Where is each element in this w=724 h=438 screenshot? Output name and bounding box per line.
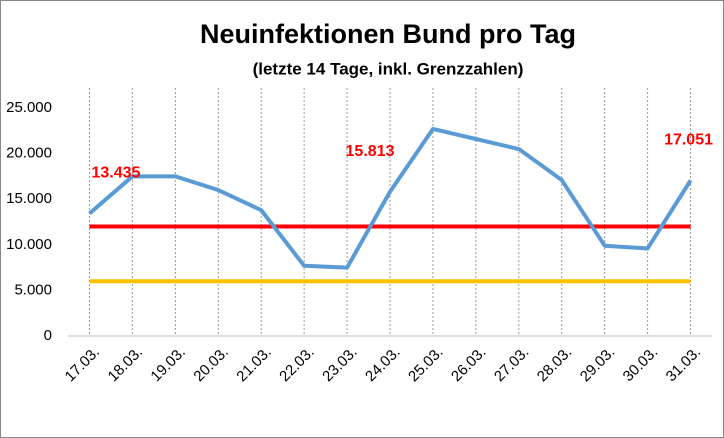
y-tick-label: 20.000 (6, 145, 52, 162)
y-tick-label: 25.000 (6, 99, 52, 116)
y-tick-label: 15.000 (6, 190, 52, 207)
y-tick-label: 0 (44, 327, 52, 344)
chart-subtitle: (letzte 14 Tage, inkl. Grenzzahlen) (253, 59, 524, 78)
data-label: 15.813 (346, 143, 395, 160)
chart-title: Neuinfektionen Bund pro Tag (200, 19, 576, 49)
data-label: 13.435 (91, 165, 140, 182)
y-tick-label: 10.000 (6, 236, 52, 253)
line (88, 126, 693, 270)
y-tick-label: 5.000 (14, 281, 52, 298)
data-label: 17.051 (664, 132, 713, 149)
